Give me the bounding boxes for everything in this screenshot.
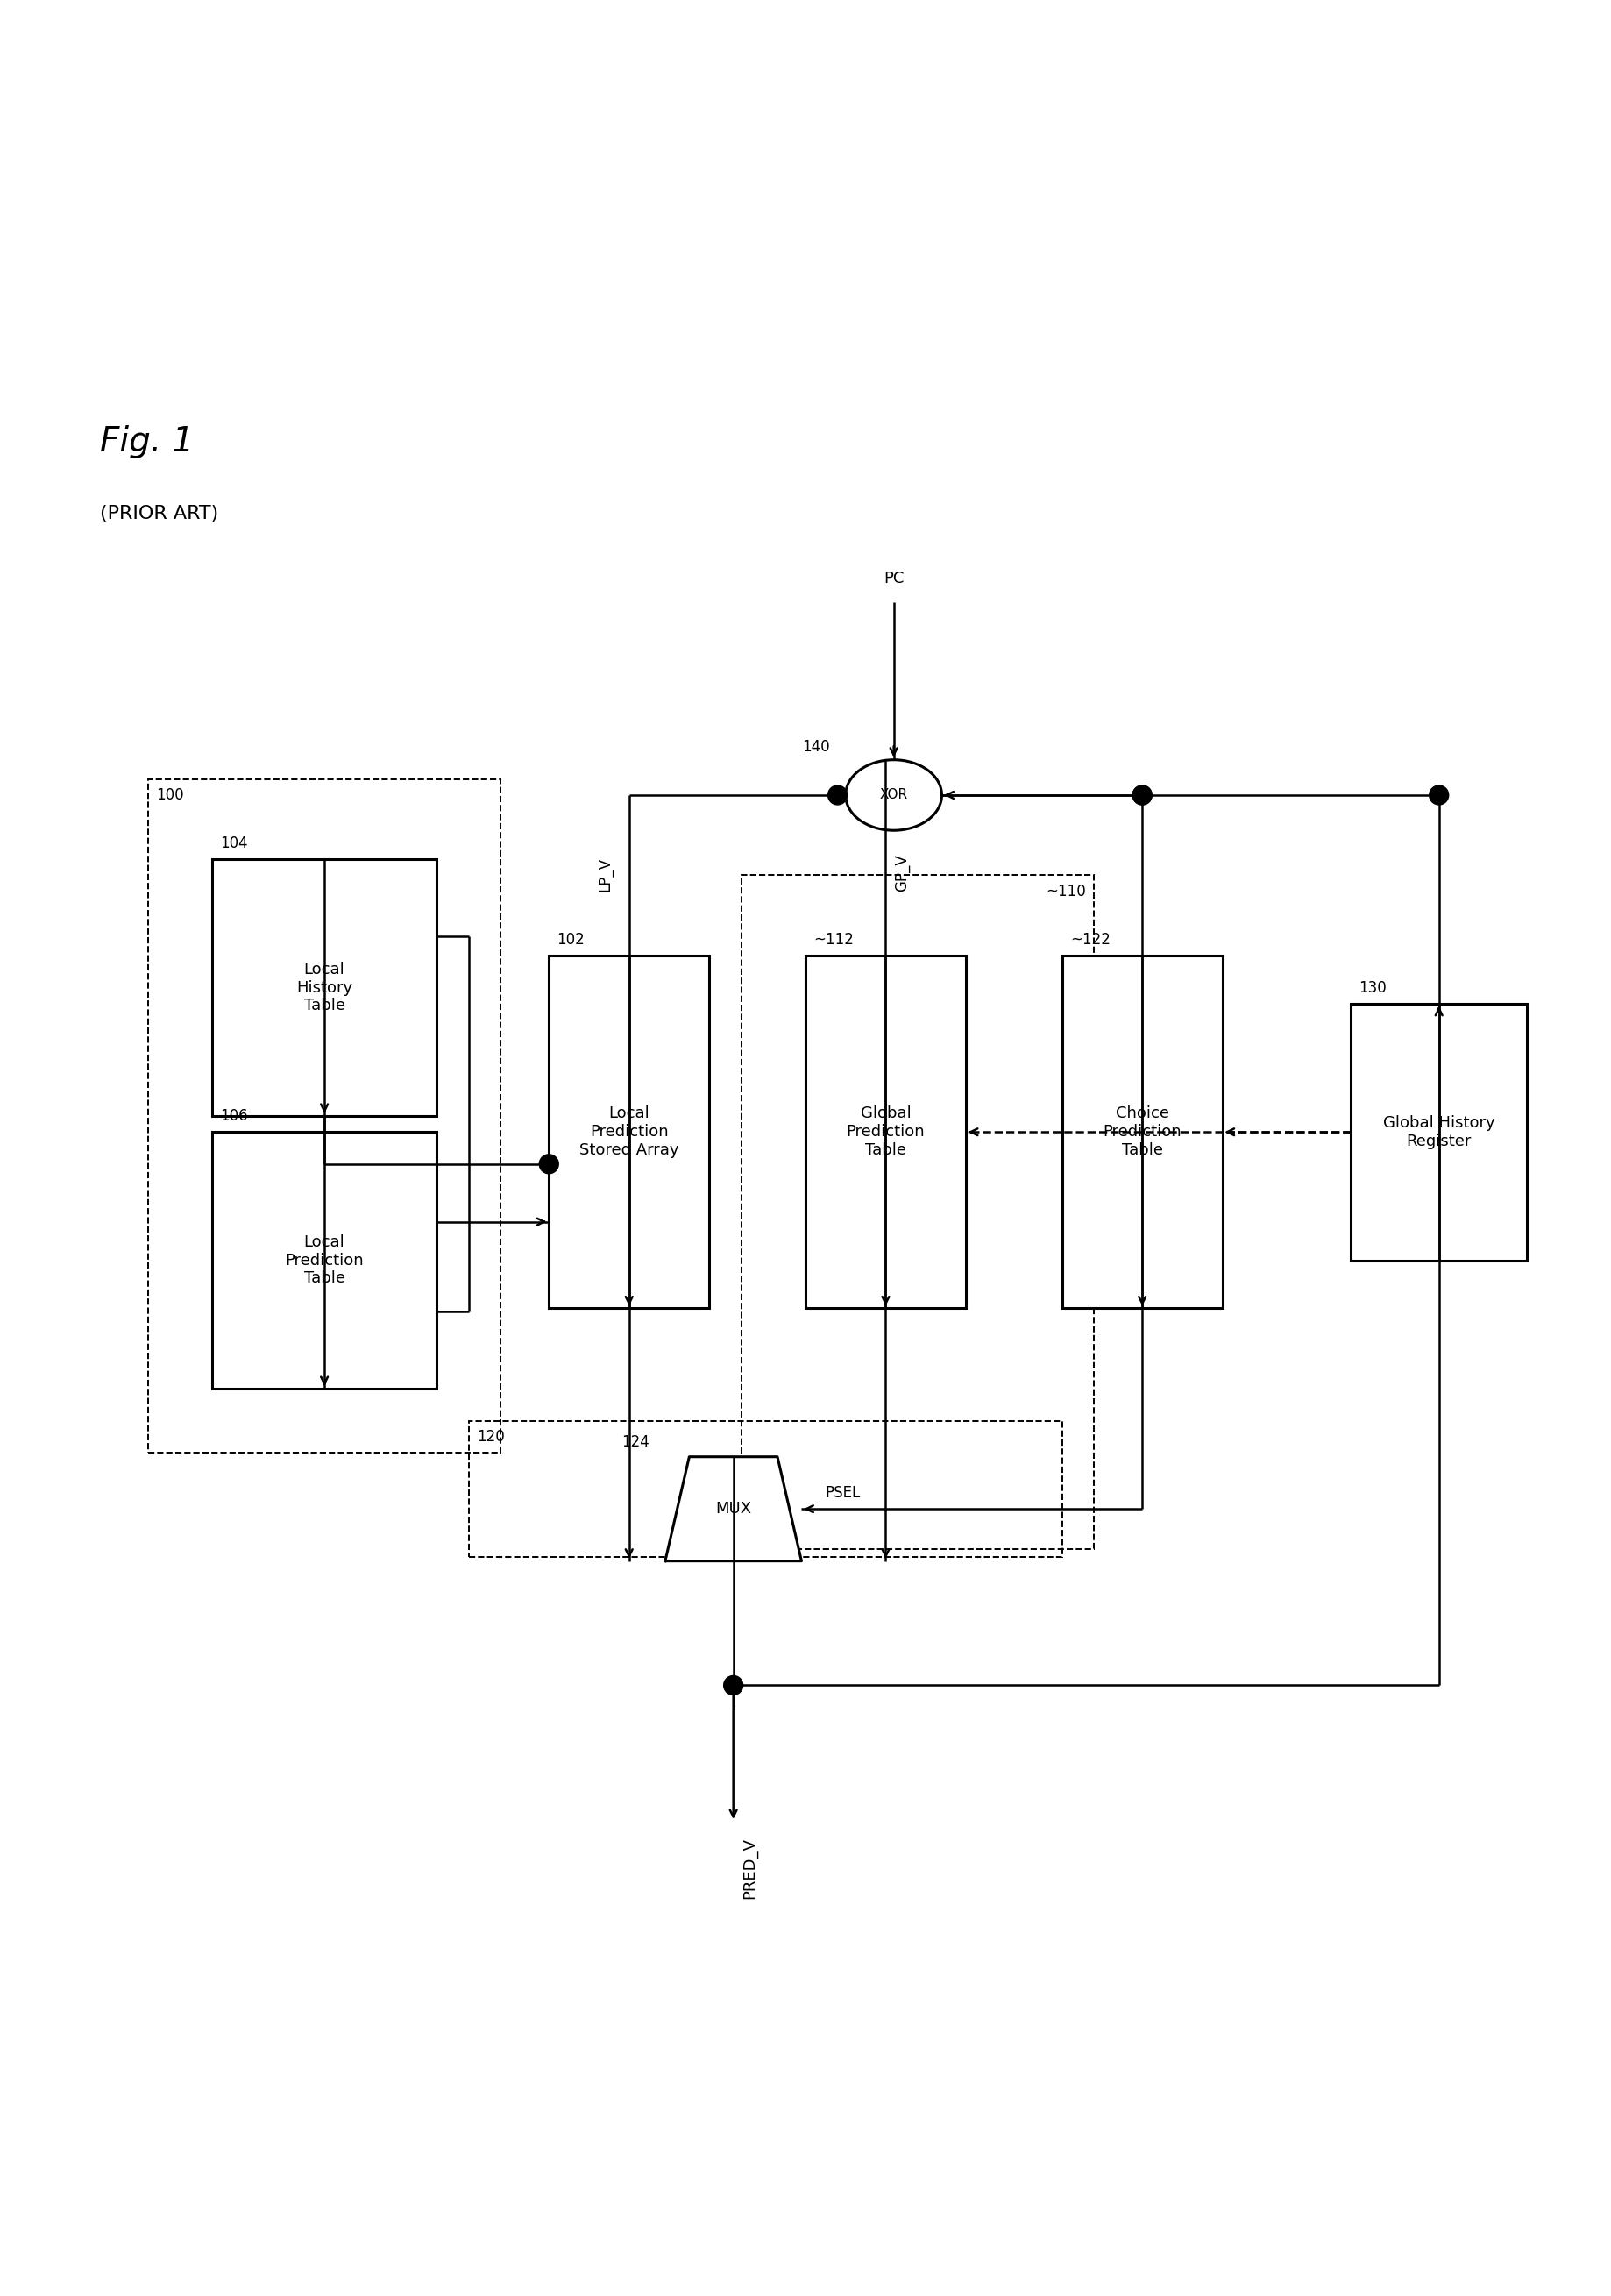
FancyBboxPatch shape bbox=[213, 1132, 437, 1389]
Text: LP_V: LP_V bbox=[598, 856, 614, 891]
FancyBboxPatch shape bbox=[1350, 1003, 1527, 1261]
FancyBboxPatch shape bbox=[213, 859, 437, 1116]
Text: Choice
Prediction
Table: Choice Prediction Table bbox=[1104, 1107, 1181, 1157]
FancyBboxPatch shape bbox=[806, 955, 967, 1309]
Text: PSEL: PSEL bbox=[825, 1486, 860, 1502]
Text: 100: 100 bbox=[156, 788, 184, 804]
Text: 120: 120 bbox=[477, 1428, 504, 1444]
Text: (PRIOR ART): (PRIOR ART) bbox=[100, 505, 219, 523]
Circle shape bbox=[1133, 785, 1152, 804]
Text: 140: 140 bbox=[802, 739, 830, 755]
Text: Fig. 1: Fig. 1 bbox=[100, 425, 193, 459]
Text: Global History
Register: Global History Register bbox=[1382, 1116, 1495, 1148]
Text: 102: 102 bbox=[557, 932, 585, 948]
Ellipse shape bbox=[846, 760, 942, 831]
Text: MUX: MUX bbox=[715, 1502, 751, 1518]
FancyBboxPatch shape bbox=[1062, 955, 1223, 1309]
Text: Global
Prediction
Table: Global Prediction Table bbox=[846, 1107, 925, 1157]
Circle shape bbox=[540, 1155, 559, 1173]
Text: 104: 104 bbox=[221, 836, 248, 852]
Text: Local
History
Table: Local History Table bbox=[296, 962, 353, 1015]
Text: PC: PC bbox=[883, 572, 904, 585]
FancyBboxPatch shape bbox=[549, 955, 709, 1309]
Circle shape bbox=[828, 785, 847, 804]
Circle shape bbox=[1133, 785, 1152, 804]
Text: Local
Prediction
Table: Local Prediction Table bbox=[285, 1235, 364, 1286]
Text: Local
Prediction
Stored Array: Local Prediction Stored Array bbox=[580, 1107, 678, 1157]
Text: ~112: ~112 bbox=[814, 932, 854, 948]
Circle shape bbox=[1429, 785, 1448, 804]
Text: PRED_V: PRED_V bbox=[741, 1837, 757, 1899]
Text: 124: 124 bbox=[622, 1435, 649, 1451]
Circle shape bbox=[723, 1676, 743, 1694]
Text: GP_V: GP_V bbox=[894, 854, 910, 891]
Polygon shape bbox=[665, 1456, 802, 1561]
Text: ~110: ~110 bbox=[1046, 884, 1086, 900]
Text: 130: 130 bbox=[1358, 980, 1387, 996]
Text: 106: 106 bbox=[221, 1109, 248, 1125]
Text: ~122: ~122 bbox=[1070, 932, 1110, 948]
Text: XOR: XOR bbox=[880, 788, 907, 801]
